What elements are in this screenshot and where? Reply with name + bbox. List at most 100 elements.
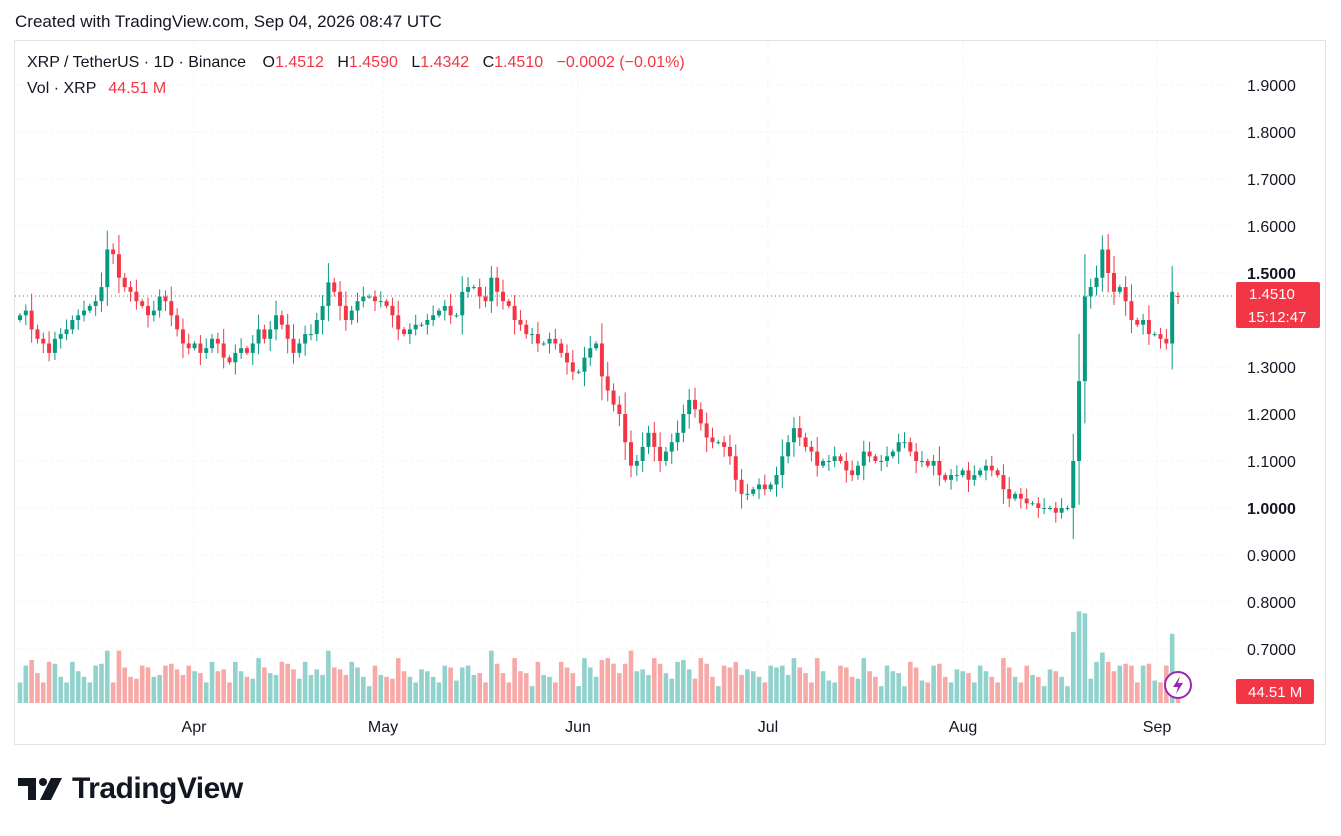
volume-bar — [186, 665, 192, 703]
candle-body — [745, 493, 750, 495]
candle-body — [29, 310, 34, 330]
candle-body — [867, 451, 872, 457]
candle-body — [116, 254, 121, 278]
candle-body — [687, 399, 692, 414]
volume-bar — [192, 671, 197, 703]
volume-label[interactable]: Vol · XRP — [27, 80, 97, 97]
volume-bar — [395, 658, 401, 703]
candle-body — [873, 456, 878, 461]
volume-bar — [756, 676, 762, 703]
volume-bar — [995, 682, 1000, 703]
candle-body — [314, 320, 319, 335]
candle-body — [774, 475, 779, 485]
candle-body — [343, 305, 348, 320]
volume-bar — [698, 658, 704, 703]
tradingview-logo[interactable]: TradingView — [18, 772, 243, 806]
volume-bar — [17, 682, 23, 703]
candle-body — [698, 409, 703, 424]
candle-body — [919, 461, 924, 462]
volume-bar — [523, 673, 529, 703]
close-label: C — [482, 54, 495, 71]
volume-bar — [128, 676, 133, 703]
candle-body — [594, 343, 599, 349]
candle-body — [419, 324, 424, 326]
volume-bar — [1094, 661, 1099, 703]
volume-bar — [1129, 665, 1134, 703]
volume-bar — [1082, 613, 1088, 703]
volume-bar — [1100, 652, 1105, 703]
candle-body — [797, 428, 802, 438]
volume-bar — [279, 661, 285, 703]
candle-body — [780, 456, 785, 476]
candle-body — [320, 305, 325, 320]
volume-bar — [541, 674, 547, 703]
volume-bar — [145, 667, 151, 703]
volume-bar — [198, 673, 203, 703]
candle-body — [1100, 249, 1105, 278]
candle-body — [1077, 381, 1082, 461]
volume-bar — [337, 669, 343, 703]
candle-body — [448, 305, 453, 316]
volume-bar — [844, 667, 849, 703]
volume-bar — [203, 682, 209, 703]
volume-bar — [983, 671, 989, 703]
volume-bar — [547, 676, 552, 703]
volume-bar — [46, 661, 52, 703]
volume-bar — [948, 682, 954, 703]
candle-body — [762, 484, 767, 490]
candle-body — [1042, 508, 1047, 509]
volume-bar — [861, 658, 867, 703]
candle-body — [1164, 338, 1169, 344]
candle-body — [82, 310, 87, 316]
candle-body — [332, 282, 337, 292]
volume-bar — [704, 663, 709, 703]
candle-body — [471, 287, 476, 289]
candle-body — [855, 465, 860, 476]
volume-bar — [582, 658, 587, 703]
volume-bar — [739, 674, 744, 703]
candle-body — [599, 343, 604, 377]
candle-body — [1030, 503, 1035, 505]
volume-bar — [262, 667, 267, 703]
candle-body — [663, 451, 668, 461]
candle-body — [675, 432, 680, 443]
candle-body — [87, 305, 92, 311]
candle-body — [658, 446, 663, 461]
candle-body — [1088, 287, 1093, 297]
candle-body — [937, 461, 942, 476]
candle-body — [1146, 320, 1151, 335]
candle-body — [204, 348, 209, 353]
high-label: H — [337, 54, 349, 71]
volume-bar — [1117, 665, 1123, 703]
candle-body — [221, 343, 226, 358]
chart-frame[interactable] — [14, 40, 1326, 745]
price-axis[interactable]: 1.9000 1.8000 1.7000 1.6000 1.5000 1.3000 1.20… — [1247, 78, 1296, 659]
volume-bar — [745, 669, 750, 703]
y-tick-label: 1.7000 — [1247, 172, 1296, 189]
volume-bar — [104, 650, 110, 703]
x-tick-label: Apr — [182, 719, 208, 736]
candle-body — [733, 456, 738, 480]
candle-body — [151, 310, 156, 316]
volume-bar — [925, 682, 931, 703]
volume-bar — [908, 661, 913, 703]
candle-body — [407, 329, 412, 335]
volume-bar — [70, 661, 75, 703]
volume-bar — [785, 674, 791, 703]
candle-body — [524, 324, 529, 335]
candle-body — [535, 334, 540, 344]
candle-body — [826, 461, 831, 462]
volume-bar — [116, 650, 122, 703]
candle-body — [1013, 493, 1018, 499]
candle-body — [239, 348, 244, 353]
lightning-bolt-icon[interactable] — [1164, 671, 1192, 699]
candle-body — [1123, 287, 1128, 302]
candle-body — [1001, 475, 1006, 490]
candle-body — [652, 432, 657, 447]
time-axis[interactable]: Apr May Jun Jul Aug Sep — [182, 719, 1172, 736]
candle-body — [169, 301, 174, 316]
symbol-name[interactable]: XRP / TetherUS · 1D · Binance — [27, 54, 247, 71]
candle-body — [326, 282, 331, 306]
candle-body — [844, 461, 849, 471]
